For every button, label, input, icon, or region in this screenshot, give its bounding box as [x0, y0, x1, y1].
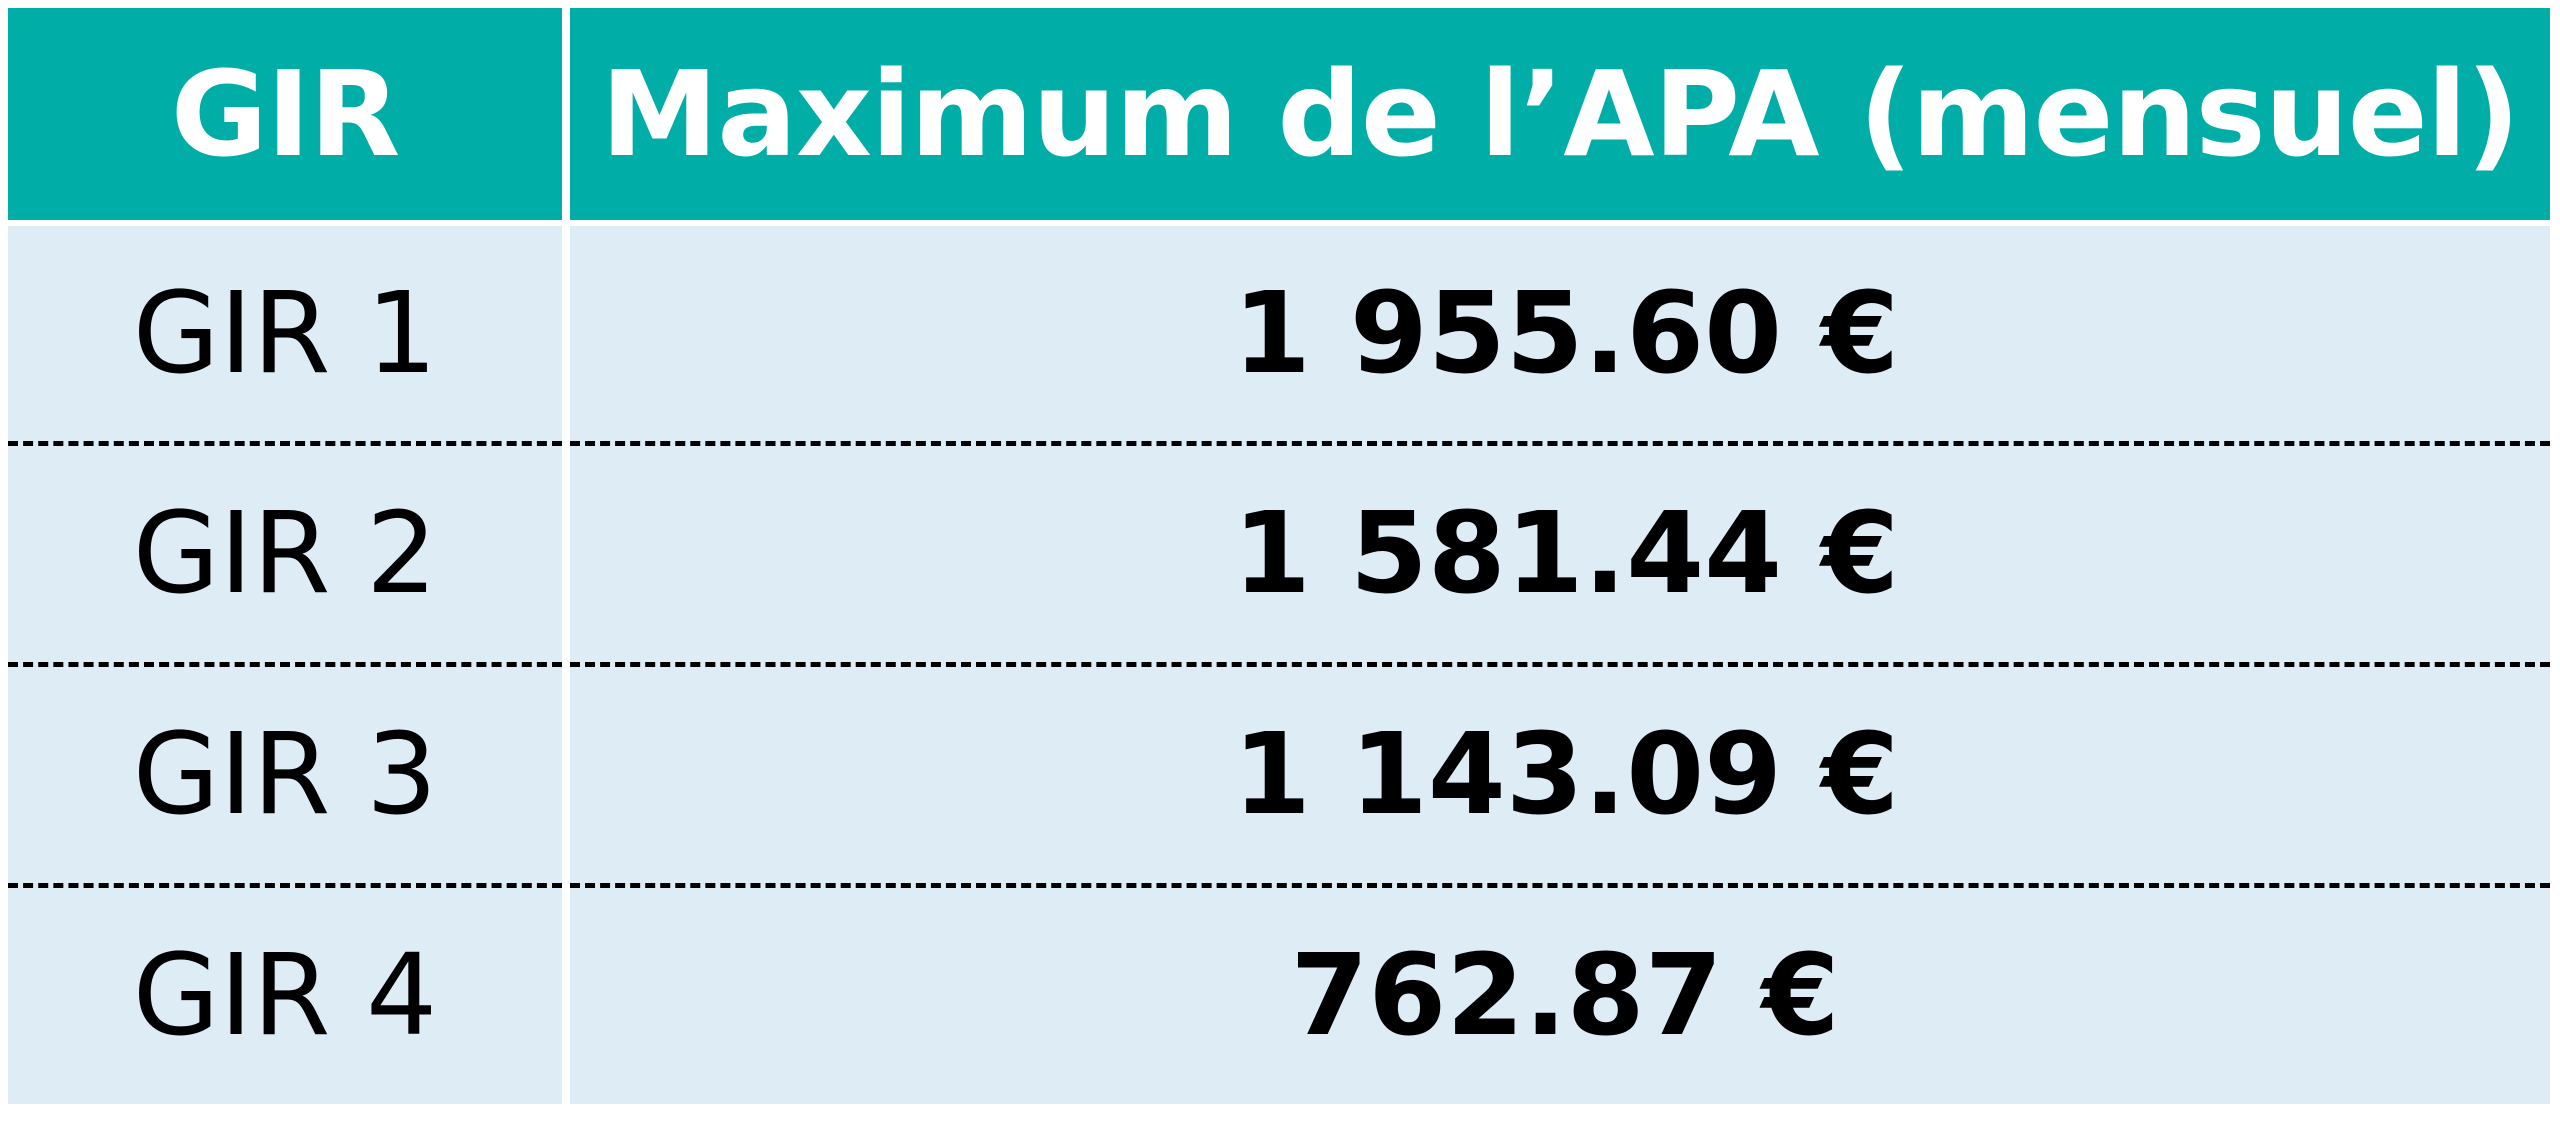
- gir-label: GIR 2: [132, 489, 438, 619]
- header-maximum-apa: Maximum de l’APA (mensuel): [570, 8, 2550, 220]
- amount-value: 1 955.60 €: [1232, 268, 1900, 399]
- gir-label: GIR 1: [132, 268, 438, 399]
- row-2-amount: 1 581.44 €: [570, 441, 2550, 662]
- header-gir: GIR: [8, 8, 562, 220]
- apa-table: GIR Maximum de l’APA (mensuel) GIR 1 1 9…: [8, 8, 2550, 1104]
- header-maximum-apa-label: Maximum de l’APA (mensuel): [600, 45, 2520, 183]
- row-4-gir: GIR 4: [8, 883, 562, 1104]
- row-1-gir: GIR 1: [8, 220, 562, 441]
- amount-value: 762.87 €: [1290, 931, 1840, 1061]
- amount-value: 1 581.44 €: [1232, 489, 1900, 619]
- gir-label: GIR 3: [132, 710, 438, 840]
- row-3-gir: GIR 3: [8, 662, 562, 883]
- row-1-amount: 1 955.60 €: [570, 220, 2550, 441]
- amount-value: 1 143.09 €: [1232, 710, 1900, 840]
- row-2-gir: GIR 2: [8, 441, 562, 662]
- header-gir-label: GIR: [170, 45, 401, 183]
- row-4-amount: 762.87 €: [570, 883, 2550, 1104]
- gir-label: GIR 4: [132, 931, 438, 1061]
- row-3-amount: 1 143.09 €: [570, 662, 2550, 883]
